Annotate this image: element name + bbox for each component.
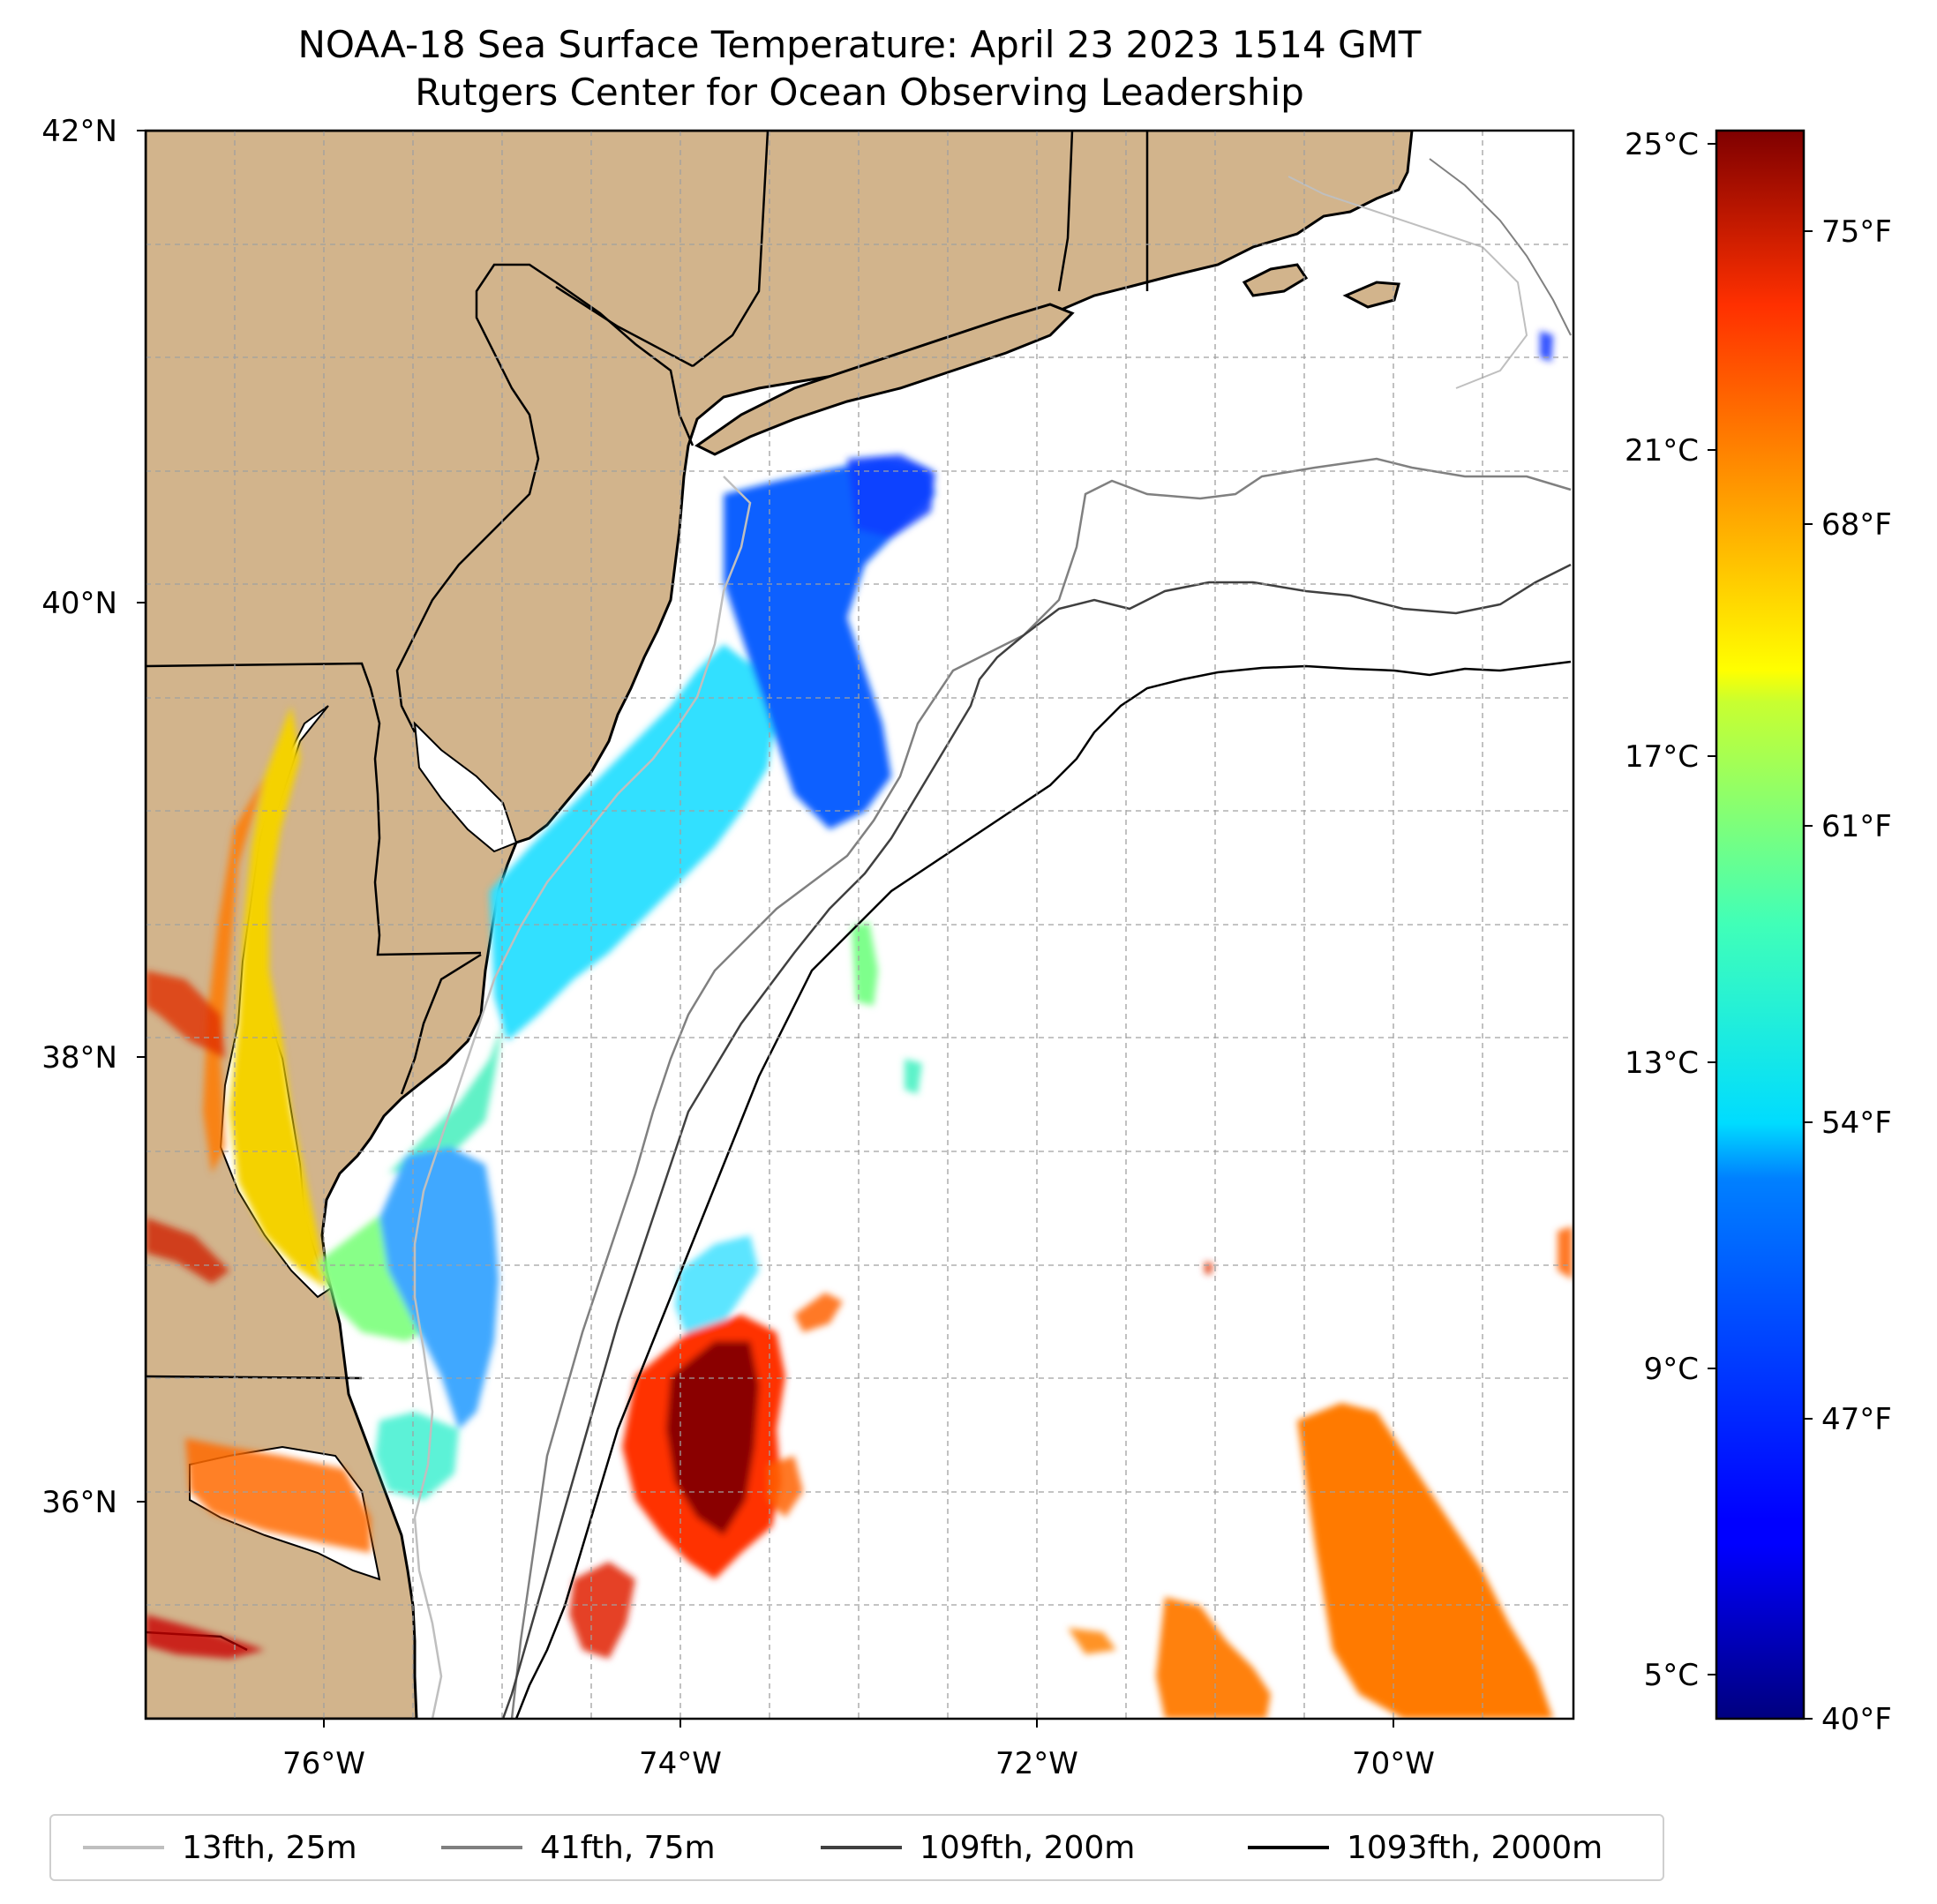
gridlines — [146, 131, 1573, 1719]
map-title: NOAA-18 Sea Surface Temperature: April 2… — [297, 23, 1422, 66]
map-subtitle: Rutgers Center for Ocean Observing Leade… — [415, 71, 1304, 114]
legend-item-200m: 109fth, 200m — [821, 1816, 1135, 1879]
isobath-legend: 13fth, 25m 41fth, 75m 109fth, 200m 1093f… — [49, 1814, 1664, 1881]
legend-item-2000m: 1093fth, 2000m — [1248, 1816, 1603, 1879]
colorbar-c-13: 13°C — [1625, 1046, 1699, 1081]
colorbar: 25°C 21°C 17°C 13°C 9°C 5°C 75°F 68°F 61… — [1625, 127, 1892, 1737]
colorbar-c-9: 9°C — [1644, 1352, 1699, 1387]
long-island — [694, 303, 1075, 456]
marthas-vineyard — [1242, 263, 1309, 297]
lon-axis: 76°W 74°W 72°W 70°W — [282, 1719, 1435, 1781]
colorbar-c-17: 17°C — [1625, 739, 1699, 775]
isobaths — [413, 158, 1572, 1719]
lat-axis: 42°N 40°N 38°N 36°N — [41, 114, 146, 1520]
isobath-75m — [510, 457, 1572, 1719]
colorbar-f-68: 68°F — [1821, 507, 1892, 543]
legend-label-25m: 13fth, 25m — [182, 1829, 357, 1866]
legend-label-2000m: 1093fth, 2000m — [1347, 1829, 1603, 1866]
colorbar-f-47: 47°F — [1821, 1402, 1892, 1437]
lon-label-70: 70°W — [1352, 1746, 1435, 1781]
colorbar-c-5: 5°C — [1644, 1658, 1699, 1693]
colorbar-f-40: 40°F — [1821, 1702, 1892, 1737]
isobath-200m — [501, 563, 1572, 1719]
lat-label-38: 38°N — [41, 1040, 117, 1076]
lat-label-42: 42°N — [41, 114, 117, 149]
lon-label-76: 76°W — [282, 1746, 365, 1781]
legend-item-75m: 41fth, 75m — [441, 1816, 716, 1879]
colorbar-c-25: 25°C — [1625, 127, 1699, 162]
legend-swatch-25m — [83, 1846, 164, 1849]
land-mass — [146, 131, 1414, 1719]
delaware-bay-water — [413, 721, 518, 853]
legend-label-200m: 109fth, 200m — [920, 1829, 1136, 1866]
legend-item-25m: 13fth, 25m — [83, 1816, 357, 1879]
isobath-25m — [413, 476, 752, 1719]
sst-data — [146, 331, 1573, 1719]
colorbar-f-75: 75°F — [1821, 214, 1892, 250]
lat-label-36: 36°N — [41, 1485, 117, 1520]
lon-label-72: 72°W — [995, 1746, 1078, 1781]
map-frame — [144, 129, 1575, 1720]
colorbar-gradient — [1715, 129, 1806, 1720]
legend-swatch-75m — [441, 1846, 522, 1849]
legend-swatch-2000m — [1248, 1846, 1329, 1849]
colorbar-c-21: 21°C — [1625, 433, 1699, 469]
legend-label-75m: 41fth, 75m — [540, 1829, 716, 1866]
colorbar-f-54: 54°F — [1821, 1106, 1892, 1141]
lon-label-74: 74°W — [639, 1746, 722, 1781]
lat-label-40: 40°N — [41, 586, 117, 621]
map-area — [146, 131, 1573, 1719]
nantucket — [1342, 281, 1400, 309]
isobath-2000m — [514, 660, 1572, 1719]
colorbar-f-61: 61°F — [1821, 809, 1892, 844]
legend-swatch-200m — [821, 1846, 902, 1849]
